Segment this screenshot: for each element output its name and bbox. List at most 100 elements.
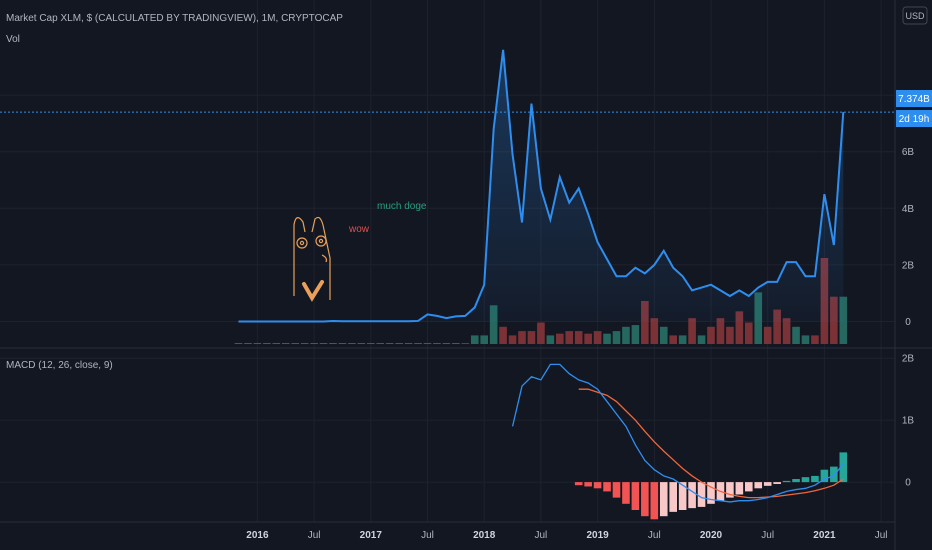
- volume-bar: [763, 326, 772, 344]
- time-tick-label: 2019: [586, 530, 609, 541]
- doge-left-eye: [296, 237, 308, 249]
- volume-bar: [546, 335, 555, 344]
- volume-bar: [508, 335, 517, 344]
- volume-bar: [716, 318, 725, 344]
- macd-histogram-bar: [726, 482, 734, 498]
- volume-bar: [537, 322, 545, 344]
- volume-bar: [329, 343, 337, 344]
- time-axis[interactable]: 2016 Jul 2017 Jul 2018 Jul 2019 Jul 2020 Jul 2021 J…: [246, 530, 887, 541]
- volume-bar: [367, 343, 375, 344]
- macd-histogram-bar: [593, 482, 602, 489]
- volume-bar: [659, 326, 668, 344]
- macd-histogram-bar: [622, 482, 630, 504]
- volume-bar: [395, 343, 403, 344]
- price-tick-label: 2B: [902, 260, 915, 271]
- volume-bar: [253, 343, 262, 344]
- volume-bar: [281, 343, 290, 344]
- volume-bar: [641, 301, 649, 344]
- macd-tick-label: 2B: [902, 354, 915, 365]
- macd-histogram-bar: [754, 482, 763, 489]
- macd-legend[interactable]: MACD (12, 26, close, 9): [6, 360, 113, 371]
- volume-bar: [612, 331, 621, 344]
- volume-bar: [603, 333, 611, 344]
- doge-drawing[interactable]: [293, 216, 331, 302]
- macd-histogram-bar: [763, 482, 772, 486]
- macd-histogram-bar: [707, 482, 715, 504]
- volume-bar: [593, 331, 602, 344]
- volume-bar: [442, 343, 451, 344]
- macd-histogram-bar: [782, 480, 791, 483]
- volume-bar: [489, 305, 498, 344]
- macd-histogram-bar: [678, 482, 687, 510]
- macd-pane[interactable]: [511, 363, 848, 520]
- volume-bar: [263, 343, 271, 344]
- volume-bar: [782, 318, 791, 344]
- price-pane[interactable]: [0, 49, 895, 344]
- volume-bar: [697, 335, 706, 344]
- volume-bar: [574, 331, 583, 344]
- macd-histogram: [574, 452, 848, 520]
- macd-histogram-bar: [669, 482, 677, 512]
- volume-bar: [735, 311, 744, 344]
- price-tick-label: 4B: [902, 204, 915, 215]
- macd-histogram-bar: [801, 477, 810, 483]
- macd-histogram-bar: [574, 482, 583, 486]
- price-tick-label: 6B: [902, 147, 915, 158]
- annotation-wow[interactable]: wow: [348, 224, 370, 235]
- volume-bar: [669, 335, 677, 344]
- time-tick-label: Jul: [535, 530, 548, 541]
- signal-line: [578, 388, 844, 499]
- macd-histogram-bar: [584, 482, 592, 487]
- volume-bar: [272, 343, 281, 344]
- volume-bar: [452, 343, 460, 344]
- time-tick-label: Jul: [761, 530, 774, 541]
- volume-bar: [348, 343, 356, 344]
- countdown-badge: 2d 19h: [896, 110, 932, 127]
- last-value-badge: 7.374B: [896, 90, 932, 107]
- doge-right-eye: [315, 235, 327, 247]
- volume-bar: [244, 343, 252, 344]
- last-value-text: 7.374B: [898, 94, 930, 105]
- doge-right-pupil: [318, 238, 324, 244]
- macd-histogram-bar: [792, 479, 800, 483]
- volume-bar: [376, 343, 385, 344]
- doge-left-pupil: [299, 240, 305, 246]
- price-tick-label: 0: [905, 317, 911, 328]
- macd-histogram-bar: [773, 482, 781, 484]
- doge-cheek: [321, 254, 328, 263]
- macd-tick-label: 1B: [902, 416, 915, 427]
- price-area-fill: [238, 49, 844, 322]
- macd-histogram-bar: [811, 475, 819, 483]
- doge-left-ear: [293, 217, 306, 296]
- volume-bar: [678, 335, 687, 344]
- time-tick-label: 2018: [473, 530, 496, 541]
- volume-bar: [631, 325, 640, 344]
- volume-bar: [792, 326, 800, 344]
- time-tick-label: 2021: [813, 530, 836, 541]
- currency-button[interactable]: USD: [902, 6, 928, 25]
- time-tick-label: Jul: [875, 530, 888, 541]
- volume-bar: [480, 335, 488, 344]
- price-line: [238, 49, 845, 323]
- annotation-much-doge[interactable]: much doge: [377, 201, 427, 212]
- macd-histogram-bar: [830, 466, 838, 483]
- chart-title[interactable]: Market Cap XLM, $ (CALCULATED BY TRADING…: [6, 13, 343, 24]
- volume-legend[interactable]: Vol: [6, 34, 20, 45]
- macd-histogram-bar: [745, 482, 753, 492]
- volume-bar: [414, 343, 422, 344]
- volume-bar: [801, 335, 810, 344]
- macd-histogram-bar: [735, 482, 744, 495]
- doge-right-ear: [311, 216, 331, 300]
- volume-bar: [310, 343, 318, 344]
- volume-bar: [404, 343, 413, 344]
- macd-histogram-bar: [641, 482, 649, 517]
- volume-bar: [811, 335, 819, 344]
- volume-bar: [234, 343, 243, 344]
- volume-bar: [319, 343, 328, 344]
- volume-bar: [338, 343, 347, 344]
- macd-histogram-bar: [612, 482, 621, 498]
- time-tick-label: 2016: [246, 530, 269, 541]
- volume-bar: [726, 326, 734, 344]
- macd-axis[interactable]: 2B 1B 0: [902, 354, 915, 489]
